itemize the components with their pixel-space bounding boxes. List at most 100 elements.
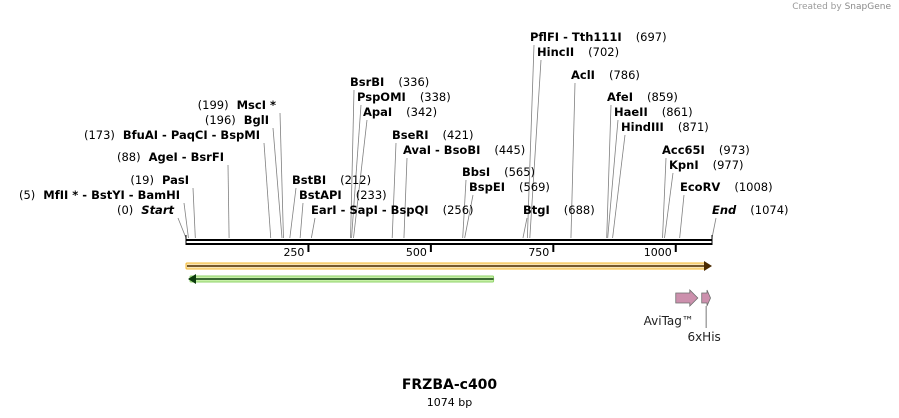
site-line-mfii-bstyi-bamhi [183, 202, 189, 239]
site-line-hincii [529, 59, 542, 239]
site-line-bspei [464, 194, 474, 239]
orf-reverse-arrow [188, 274, 196, 284]
site-name-afei: AfeI [607, 90, 633, 104]
site-position-hincii: (702) [588, 45, 619, 59]
site-line-haeii [607, 119, 619, 239]
site-line-eari-sapi-bspqi [310, 217, 316, 239]
site-position-bstbi: (212) [340, 173, 371, 187]
6xhis-label: 6xHis [687, 330, 720, 344]
site-line-btgi [522, 217, 528, 239]
site-name-hincii: HincII [537, 45, 574, 59]
site-label-haeii: HaeII (861) [614, 105, 693, 119]
site-line-pasi [192, 187, 196, 239]
site-position-bgli: (196) [205, 113, 236, 127]
site-line-bgli [272, 127, 283, 239]
site-label-pasi: (19) PasI [130, 173, 189, 187]
site-position-pasi: (19) [130, 173, 154, 187]
site-position-msci: (199) [198, 98, 229, 112]
site-name-pasi: PasI [162, 173, 189, 187]
tick-label-500: 500 [406, 246, 427, 259]
site-name-eari-sapi-bspqi: EarI - SapI - BspQI [311, 203, 429, 217]
site-line-bfuai-paqci-bspmi [263, 142, 272, 239]
orf-forward-arrow [704, 261, 712, 271]
site-name-avai-bsobi: AvaI - BsoBI [403, 143, 480, 157]
site-label-hincii: HincII (702) [537, 45, 619, 59]
site-line-afei [606, 104, 612, 239]
map-title: FRZBA-c400 [401, 377, 498, 393]
site-line-msci [279, 112, 284, 239]
site-label-agei-bsrfi: (88) AgeI - BsrFI [117, 150, 224, 164]
site-name-hindiii: HindIII [621, 120, 664, 134]
site-name-acc65i: Acc65I [662, 143, 705, 157]
site-name-msci: MscI * [237, 98, 276, 112]
site-name-ecorv: EcoRV [680, 180, 720, 194]
snapgene-logo-text: SnapGene [844, 2, 891, 12]
site-position-eari-sapi-bspqi: (256) [443, 203, 474, 217]
site-position-bfuai-paqci-bspmi: (173) [84, 128, 115, 142]
site-position-apai: (342) [406, 105, 437, 119]
backbone-top-strand [186, 239, 712, 241]
site-name-pspomi: PspOMI [357, 90, 406, 104]
site-label-bspei: BspEI (569) [469, 180, 550, 194]
site-label-start: (0) Start [117, 203, 175, 217]
site-name-bsrbi: BsrBI [350, 75, 384, 89]
site-line-bstapi [299, 202, 304, 239]
site-label-afei: AfeI (859) [607, 90, 678, 104]
site-label-pspomi: PspOMI (338) [357, 90, 451, 104]
backbone [185, 235, 713, 245]
site-label-msci: (199) MscI * [198, 98, 276, 112]
site-position-pflfi-tth111i: (697) [636, 30, 667, 44]
tick-label-1000: 1000 [644, 246, 672, 259]
site-name-bgli: BglI [244, 113, 269, 127]
avitag-feature [675, 289, 699, 307]
site-labels: (0) Start (5) MfII * - BstYI - BamHI(19) Pas… [19, 30, 789, 217]
site-line-pspomi [351, 104, 362, 239]
site-line-end [711, 217, 717, 239]
site-name-bspei: BspEI [469, 180, 505, 194]
site-label-bbsi: BbsI (565) [462, 165, 535, 179]
map-length: 1074 bp [426, 396, 473, 409]
site-label-bstapi: BstAPI (233) [299, 188, 387, 202]
site-position-bsrbi: (336) [398, 75, 429, 89]
site-position-start: (0) [117, 203, 133, 217]
site-label-mfii-bstyi-bamhi: (5) MfII * - BstYI - BamHI [19, 188, 180, 202]
site-position-pspomi: (338) [420, 90, 451, 104]
site-position-haeii: (861) [662, 105, 693, 119]
6xhis-feature [701, 289, 711, 307]
site-name-bstbi: BstBI [292, 173, 326, 187]
site-label-btgi: BtgI (688) [523, 203, 595, 217]
site-position-mfii-bstyi-bamhi: (5) [19, 188, 35, 202]
site-line-acc65i [662, 157, 667, 239]
site-name-haeii: HaeII [614, 105, 648, 119]
site-position-afei: (859) [647, 90, 678, 104]
backbone-bottom-strand [186, 243, 712, 245]
snapgene-credit: Created by SnapGene [792, 2, 891, 12]
site-line-bseri [391, 142, 397, 239]
site-position-agei-bsrfi: (88) [117, 150, 141, 164]
site-name-bfuai-paqci-bspmi: BfuAI - PaqCI - BspMI [123, 128, 260, 142]
site-label-bseri: BseRI (421) [392, 128, 473, 142]
site-line-ecorv [679, 194, 685, 239]
site-label-pflfi-tth111i: PflFI - Tth111I (697) [530, 30, 667, 44]
site-label-bgli: (196) BglI [205, 113, 269, 127]
site-name-kpni: KpnI [669, 158, 699, 172]
site-line-start [177, 217, 187, 239]
site-name-btgi: BtgI [523, 203, 550, 217]
site-position-btgi: (688) [564, 203, 595, 217]
ruler-ticks: 250 500 750 1000 [283, 245, 677, 259]
site-label-hindiii: HindIII (871) [621, 120, 709, 134]
site-name-bstapi: BstAPI [299, 188, 342, 202]
site-lines [177, 44, 717, 239]
site-label-apai: ApaI (342) [363, 105, 437, 119]
tick-label-750: 750 [528, 246, 549, 259]
site-line-bsrbi [350, 89, 355, 239]
site-position-avai-bsobi: (445) [494, 143, 525, 157]
site-name-agei-bsrfi: AgeI - BsrFI [149, 150, 224, 164]
features: AviTag™ 6xHis [185, 261, 721, 344]
site-line-bbsi [462, 179, 467, 239]
site-line-pflfi-tth111i [526, 44, 535, 239]
site-name-apai: ApaI [363, 105, 392, 119]
site-position-acc65i: (973) [719, 143, 750, 157]
site-position-hindiii: (871) [678, 120, 709, 134]
